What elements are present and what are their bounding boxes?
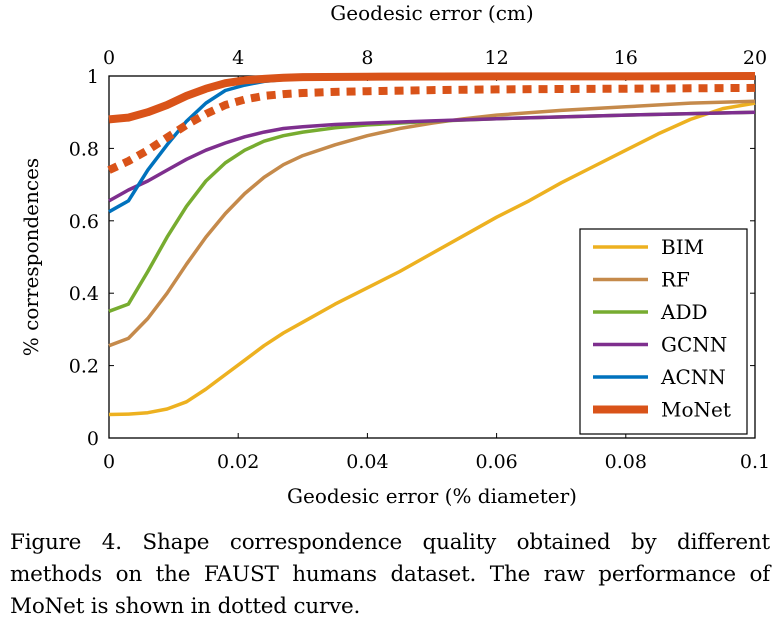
x-tick-label: 0.04	[346, 451, 388, 473]
x-tick-label: 0	[103, 451, 115, 473]
caption-text: Shape correspondence quality obtained by…	[10, 530, 770, 619]
figure-caption: Figure 4. Shape correspondence quality o…	[10, 527, 770, 623]
legend-label-add: ADD	[660, 300, 708, 324]
y-tick-label: 0.8	[69, 138, 99, 160]
series-layer	[107, 72, 756, 417]
y-tick-label: 1	[87, 66, 99, 88]
chart-figure: 0 0.02 0.04 0.06 0.08 0.1 0 4 8 12 16 20 0 0.2 0.4 0.6 0…	[19, 1, 770, 508]
series-line-monet	[108, 72, 756, 124]
legend: BIM RF ADD GCNN ACNN MoNet	[579, 228, 748, 435]
x-tick-label: 0.06	[475, 451, 517, 473]
x-tick-label: 0.02	[217, 451, 259, 473]
y-tick-label: 0.4	[69, 283, 99, 305]
line-chart: 0 0.02 0.04 0.06 0.08 0.1 0 4 8 12 16 20 0 0.2 0.4 0.6 0…	[19, 1, 770, 508]
series-line-bim	[108, 101, 756, 417]
y-axis-title: % correspondences	[19, 158, 43, 356]
legend-label-monet: MoNet	[661, 398, 731, 422]
y-tick-label: 0.2	[69, 356, 99, 378]
series-line-rf	[108, 99, 756, 348]
series-line-monet-raw	[107, 83, 756, 174]
legend-label-gcnn: GCNN	[661, 333, 727, 357]
top-tick-label: 12	[485, 47, 509, 69]
top-tick-label: 20	[743, 47, 767, 69]
y-tick-label: 0.6	[69, 211, 99, 233]
top-axis-title: Geodesic error (cm)	[330, 1, 533, 25]
x-tick-label: 0.1	[740, 451, 770, 473]
top-tick-label: 0	[103, 47, 115, 69]
y-tick-label: 0	[87, 428, 99, 450]
top-tick-label: 16	[614, 47, 638, 69]
tick-labels: 0 0.02 0.04 0.06 0.08 0.1 0 4 8 12 16 20 0 0.2 0.4 0.6 0…	[69, 47, 770, 473]
caption-label: Figure 4.	[10, 530, 122, 555]
top-tick-label: 4	[232, 47, 244, 69]
legend-label-bim: BIM	[661, 235, 704, 259]
legend-box	[579, 228, 748, 435]
x-tick-label: 0.08	[605, 451, 647, 473]
series-line-gcnn	[108, 110, 756, 203]
legend-label-acnn: ACNN	[660, 365, 726, 389]
x-axis-title: Geodesic error (% diameter)	[287, 484, 577, 508]
legend-label-rf: RF	[661, 268, 690, 292]
top-tick-label: 8	[361, 47, 373, 69]
